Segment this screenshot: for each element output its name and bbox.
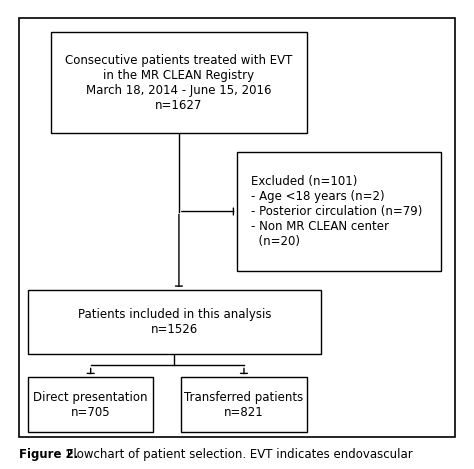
Text: Excluded (n=101)
- Age <18 years (n=2)
- Posterior circulation (n=79)
- Non MR C: Excluded (n=101) - Age <18 years (n=2) -… [251,175,422,248]
FancyBboxPatch shape [181,377,307,432]
FancyBboxPatch shape [51,32,307,133]
FancyBboxPatch shape [18,18,456,437]
FancyBboxPatch shape [28,290,320,354]
FancyBboxPatch shape [237,152,441,271]
FancyBboxPatch shape [28,377,154,432]
Text: Direct presentation
n=705: Direct presentation n=705 [34,391,148,418]
Text: Figure 2.: Figure 2. [18,448,78,461]
Text: Consecutive patients treated with EVT
in the MR CLEAN Registry
March 18, 2014 - : Consecutive patients treated with EVT in… [65,54,292,112]
Text: Patients included in this analysis
n=1526: Patients included in this analysis n=152… [78,308,271,336]
Text: Transferred patients
n=821: Transferred patients n=821 [184,391,303,418]
Text: Flowchart of patient selection. EVT indicates endovascular: Flowchart of patient selection. EVT indi… [63,448,412,461]
